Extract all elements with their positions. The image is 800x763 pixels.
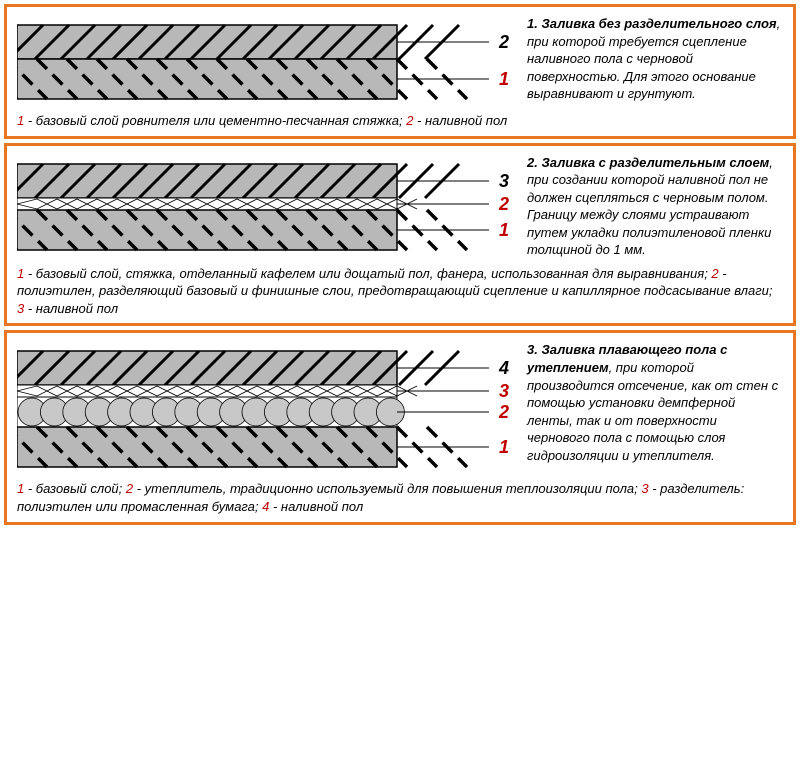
caption-text: - наливной пол xyxy=(24,301,118,316)
description: 2. Заливка с разделительным слоем, при с… xyxy=(517,154,783,259)
diagram-col: 4 32 1 xyxy=(17,341,517,474)
desc-body: , при которой производится отсечение, ка… xyxy=(527,360,778,463)
caption-text: - утеплитель, традиционно используемый д… xyxy=(133,481,641,496)
description: 1. Заливка без разделительного слоя, при… xyxy=(517,15,783,106)
svg-text:2: 2 xyxy=(498,32,509,52)
caption-text: - базовый слой; xyxy=(24,481,126,496)
desc-title: 1. Заливка без разделительного слоя xyxy=(527,16,777,31)
svg-text:1: 1 xyxy=(499,437,509,457)
panel-1: 21 1. Заливка без разделительного слоя, … xyxy=(4,4,796,139)
desc-title: 2. Заливка с разделительным слоем xyxy=(527,155,769,170)
caption-text: - базовый слой ровнителя или цементно-пе… xyxy=(24,113,406,128)
caption-num: 2 xyxy=(711,266,718,281)
diagram-col: 3 2 1 xyxy=(17,154,517,259)
svg-text:2: 2 xyxy=(498,194,509,214)
caption: 1 - базовый слой, стяжка, отделанный каф… xyxy=(17,265,783,318)
layer-diagram: 21 xyxy=(17,21,517,103)
panel-3: 4321 3. Заливка плавающего пола с утепле… xyxy=(4,330,796,524)
description: 3. Заливка плавающего пола с утеплением,… xyxy=(517,341,783,474)
layer-diagram: 4 32 1 xyxy=(17,347,517,471)
caption-num: 3 xyxy=(641,481,648,496)
caption: 1 - базовый слой ровнителя или цементно-… xyxy=(17,112,783,130)
diagram-col: 21 xyxy=(17,15,517,106)
caption: 1 - базовый слой; 2 - утеплитель, традиц… xyxy=(17,480,783,515)
svg-text:1: 1 xyxy=(499,69,509,89)
panel-2: 3 2 1 2. Заливка с разделительным слоем, п… xyxy=(4,143,796,327)
svg-text:3: 3 xyxy=(499,171,509,191)
caption-text: - базовый слой, стяжка, отделанный кафел… xyxy=(24,266,711,281)
caption-text: - наливной пол xyxy=(269,499,363,514)
svg-text:1: 1 xyxy=(499,220,509,240)
svg-text:4: 4 xyxy=(498,358,509,378)
svg-text:3: 3 xyxy=(499,381,509,401)
svg-text:2: 2 xyxy=(498,402,509,422)
caption-text: - наливной пол xyxy=(413,113,507,128)
layer-diagram: 3 2 1 xyxy=(17,160,517,254)
